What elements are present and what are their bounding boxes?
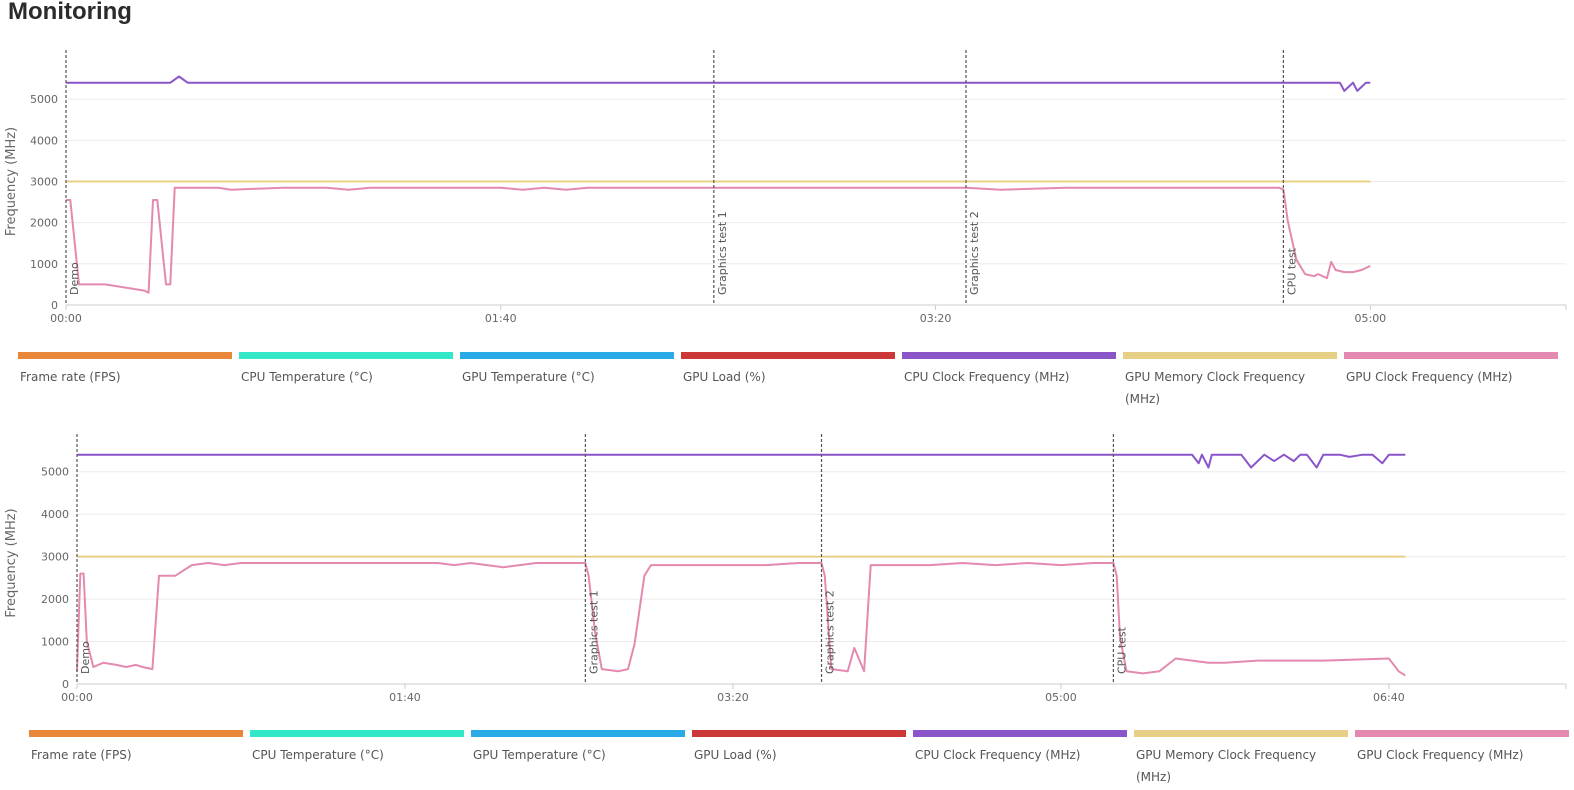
event-marker-label: Demo <box>79 641 92 674</box>
legend-label: GPU Load (%) <box>683 370 766 384</box>
y-tick-label: 2000 <box>30 217 58 230</box>
legend-swatch <box>29 730 243 737</box>
y-tick-label: 0 <box>51 299 58 312</box>
legend-label: Frame rate (FPS) <box>31 748 132 762</box>
legend-swatch <box>460 352 674 359</box>
legend-swatch <box>913 730 1127 737</box>
legend-item-frame-rate-fps[interactable]: Frame rate (FPS) <box>18 352 234 412</box>
series-line-gpu-clock-frequency-mhz <box>66 186 1371 294</box>
x-tick-label: 05:00 <box>1045 691 1077 704</box>
x-tick-label: 03:20 <box>920 312 952 325</box>
legend-label: GPU Temperature (°C) <box>462 370 595 384</box>
event-marker-label: Graphics test 2 <box>968 211 981 295</box>
event-marker-label: Demo <box>68 262 81 295</box>
chart-1-svg: 0 1000 2000 3000 4000 5000 00:00 01:40 03:20 05:0… <box>4 50 1567 325</box>
x-tick-label: 00:00 <box>50 312 82 325</box>
y-tick-label: 1000 <box>41 636 69 649</box>
chart-2-svg: 0 1000 2000 3000 4000 5000 00:00 01:40 03:20 05:0… <box>4 434 1567 704</box>
legend-label: GPU Clock Frequency (MHz) <box>1357 748 1524 762</box>
event-marker-label: CPU test <box>1115 626 1128 674</box>
legend-label: GPU Load (%) <box>694 748 777 762</box>
chart-2-legend: Frame rate (FPS) CPU Temperature (°C) GPU … <box>0 730 1574 790</box>
y-tick-label: 2000 <box>41 593 69 606</box>
page-title: Monitoring <box>8 0 132 25</box>
legend-label: GPU Clock Frequency (MHz) <box>1346 370 1513 384</box>
monitoring-chart-2: 0 1000 2000 3000 4000 5000 00:00 01:40 03:20 05:0… <box>0 430 1574 784</box>
event-marker-label: Graphics test 2 <box>824 590 837 674</box>
legend-item-gpu-clock-frequency-mhz[interactable]: GPU Clock Frequency (MHz) <box>1355 730 1571 790</box>
legend-swatch <box>1355 730 1569 737</box>
legend-swatch <box>18 352 232 359</box>
legend-item-gpu-load[interactable]: GPU Load (%) <box>692 730 908 790</box>
series-line-cpu-clock-frequency-mhz <box>66 75 1371 92</box>
y-tick-label: 5000 <box>41 466 69 479</box>
legend-item-gpu-temperature-c[interactable]: GPU Temperature (°C) <box>471 730 687 790</box>
x-tick-label: 05:00 <box>1354 312 1386 325</box>
legend-swatch <box>250 730 464 737</box>
y-tick-label: 4000 <box>41 508 69 521</box>
legend-swatch <box>471 730 685 737</box>
series-line-cpu-clock-frequency-mhz <box>77 453 1406 469</box>
legend-item-gpu-memory-clock-frequency-mhz[interactable]: GPU Memory Clock Frequency (MHz) <box>1123 352 1339 412</box>
x-tick-label: 00:00 <box>61 691 93 704</box>
event-marker-label: Graphics test 1 <box>716 211 729 295</box>
event-marker-label: CPU test <box>1285 247 1298 295</box>
legend-label: CPU Temperature (°C) <box>241 370 373 384</box>
legend-item-cpu-temperature-c[interactable]: CPU Temperature (°C) <box>239 352 455 412</box>
y-tick-label: 3000 <box>41 551 69 564</box>
legend-swatch <box>1123 352 1337 359</box>
legend-item-gpu-memory-clock-frequency-mhz[interactable]: GPU Memory Clock Frequency (MHz) <box>1134 730 1350 790</box>
legend-item-gpu-load[interactable]: GPU Load (%) <box>681 352 897 412</box>
legend-swatch <box>1344 352 1558 359</box>
x-tick-label: 01:40 <box>485 312 517 325</box>
monitoring-chart-1: 0 1000 2000 3000 4000 5000 00:00 01:40 03:20 05:0… <box>0 48 1574 408</box>
y-tick-label: 4000 <box>30 134 58 147</box>
y-tick-label: 1000 <box>30 258 58 271</box>
legend-label: CPU Clock Frequency (MHz) <box>915 748 1081 762</box>
y-axis-label: Frequency (MHz) <box>4 508 19 617</box>
legend-item-cpu-temperature-c[interactable]: CPU Temperature (°C) <box>250 730 466 790</box>
legend-label: GPU Temperature (°C) <box>473 748 606 762</box>
x-tick-label: 03:20 <box>717 691 749 704</box>
y-tick-label: 0 <box>62 678 69 691</box>
legend-label: GPU Memory Clock Frequency (MHz) <box>1136 748 1317 784</box>
legend-swatch <box>902 352 1116 359</box>
y-axis-label: Frequency (MHz) <box>4 127 19 236</box>
legend-item-frame-rate-fps[interactable]: Frame rate (FPS) <box>29 730 245 790</box>
legend-item-cpu-clock-frequency-mhz[interactable]: CPU Clock Frequency (MHz) <box>913 730 1129 790</box>
legend-swatch <box>692 730 906 737</box>
legend-label: GPU Memory Clock Frequency (MHz) <box>1125 370 1306 406</box>
legend-label: Frame rate (FPS) <box>20 370 121 384</box>
y-tick-label: 5000 <box>30 93 58 106</box>
y-tick-label: 3000 <box>30 176 58 189</box>
chart-1-legend: Frame rate (FPS) CPU Temperature (°C) GPU … <box>0 352 1574 412</box>
legend-swatch <box>239 352 453 359</box>
event-marker-label: Graphics test 1 <box>587 590 600 674</box>
legend-item-cpu-clock-frequency-mhz[interactable]: CPU Clock Frequency (MHz) <box>902 352 1118 412</box>
legend-swatch <box>1134 730 1348 737</box>
legend-item-gpu-temperature-c[interactable]: GPU Temperature (°C) <box>460 352 676 412</box>
legend-swatch <box>681 352 895 359</box>
legend-label: CPU Temperature (°C) <box>252 748 384 762</box>
x-tick-label: 01:40 <box>389 691 421 704</box>
series-line-gpu-clock-frequency-mhz <box>76 562 1406 677</box>
legend-label: CPU Clock Frequency (MHz) <box>904 370 1070 384</box>
x-tick-label: 06:40 <box>1373 691 1405 704</box>
legend-item-gpu-clock-frequency-mhz[interactable]: GPU Clock Frequency (MHz) <box>1344 352 1560 412</box>
